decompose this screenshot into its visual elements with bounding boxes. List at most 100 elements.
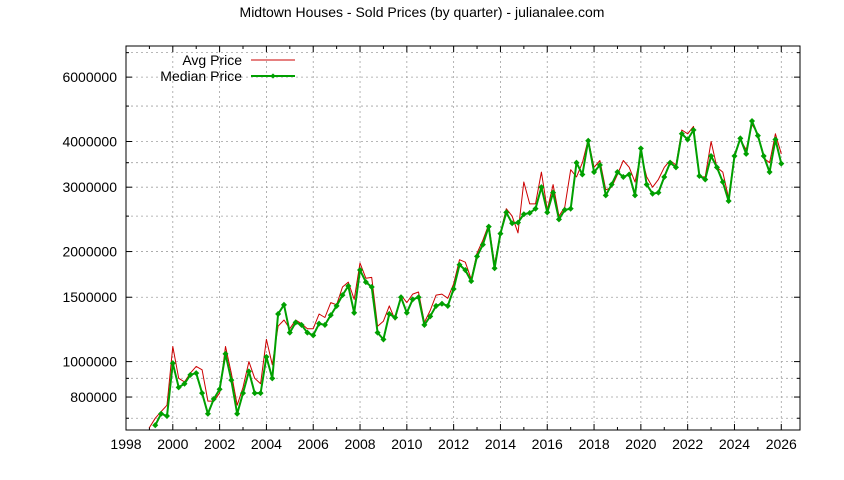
median-price-point xyxy=(251,390,258,397)
median-price-point xyxy=(754,132,761,139)
x-tick-label: 2024 xyxy=(719,436,750,452)
median-price-point xyxy=(339,292,346,299)
median-price-point xyxy=(257,390,264,397)
median-price-point xyxy=(719,178,726,186)
x-tick-label: 2006 xyxy=(298,436,329,452)
median-price-point xyxy=(778,160,785,167)
median-price-point xyxy=(304,329,311,336)
median-price-point xyxy=(421,321,428,328)
median-price-point xyxy=(655,189,662,196)
median-price-point xyxy=(620,173,627,180)
x-tick-label: 2008 xyxy=(344,436,375,452)
median-price-point xyxy=(702,176,709,183)
median-price-point xyxy=(596,161,603,169)
median-price-point xyxy=(520,211,527,218)
legend-label-median-price: Median Price xyxy=(160,68,242,84)
median-price-point xyxy=(321,321,328,328)
median-price-point xyxy=(479,241,486,248)
x-tick-label: 2014 xyxy=(485,436,516,452)
median-price-point xyxy=(614,169,621,176)
median-price-point xyxy=(579,171,586,178)
y-tick-label: 1500000 xyxy=(62,289,117,305)
median-price-point xyxy=(433,302,440,309)
median-price-point xyxy=(538,184,545,191)
median-price-point xyxy=(374,329,381,336)
median-price-point xyxy=(532,205,539,212)
median-price-point xyxy=(509,220,516,227)
median-price-point xyxy=(760,153,767,160)
median-price-point xyxy=(275,310,282,317)
axes: 1998 2000 2002 2004 2006 2008 2010 2012 2014 2016… xyxy=(62,45,801,452)
median-price-point xyxy=(193,370,200,377)
median-price-point xyxy=(608,181,615,188)
median-price-point xyxy=(684,136,691,143)
y-tick-label: 6000000 xyxy=(62,69,117,85)
median-price-point xyxy=(234,410,241,417)
median-price-point xyxy=(766,169,773,176)
median-price-point xyxy=(474,253,481,260)
y-tick-label: 2000000 xyxy=(62,244,117,260)
median-price-point xyxy=(310,332,317,339)
median-price-point xyxy=(602,192,609,199)
median-price-point xyxy=(333,302,340,309)
median-price-point xyxy=(286,329,293,336)
median-price-point xyxy=(462,267,469,274)
median-price-point xyxy=(690,127,697,134)
x-tick-label: 2016 xyxy=(532,436,563,452)
x-tick-label: 1998 xyxy=(110,436,141,452)
legend-label-avg-price: Avg Price xyxy=(182,52,242,68)
median-price-point xyxy=(269,375,276,382)
median-price-point xyxy=(468,278,475,285)
median-price-point xyxy=(362,279,369,286)
median-price-point xyxy=(316,320,323,327)
median-price-point xyxy=(749,118,756,125)
x-tick-label: 2010 xyxy=(391,436,422,452)
median-price-point xyxy=(696,172,703,179)
series xyxy=(148,118,785,429)
median-price-point xyxy=(526,209,533,217)
median-price-point xyxy=(380,336,387,343)
median-price-point xyxy=(708,153,715,160)
x-tick-label: 2002 xyxy=(204,436,235,452)
median-price-point xyxy=(292,319,299,326)
median-price-point xyxy=(731,153,738,160)
x-tick-label: 2020 xyxy=(625,436,656,452)
median-price-point xyxy=(263,353,270,360)
median-price-point xyxy=(210,396,217,403)
median-price-point xyxy=(216,386,223,393)
median-price-point xyxy=(298,321,305,328)
median-price-point xyxy=(667,159,674,166)
median-price-point xyxy=(409,296,416,303)
x-tick-label: 2022 xyxy=(672,436,703,452)
median-price-point xyxy=(649,190,656,197)
median-price-point xyxy=(397,294,405,301)
median-price-point xyxy=(713,164,720,171)
median-price-point xyxy=(345,282,352,290)
y-tick-label: 800000 xyxy=(70,389,117,405)
plot-border xyxy=(125,45,801,431)
median-price-point xyxy=(631,192,639,199)
median-price-point xyxy=(163,412,170,420)
median-price-point xyxy=(485,223,492,230)
median-price-point xyxy=(158,410,165,417)
median-price-point xyxy=(637,145,644,152)
median-price-point xyxy=(239,390,247,397)
median-price-point xyxy=(491,265,498,272)
median-price-point xyxy=(567,205,574,212)
median-price-point xyxy=(438,300,445,307)
median-price-point xyxy=(456,261,463,268)
median-price-point xyxy=(152,422,159,429)
x-tick-label: 2012 xyxy=(438,436,469,452)
median-price-point xyxy=(591,169,598,176)
median-price-point xyxy=(357,267,364,274)
median-price-point xyxy=(415,294,422,301)
median-price-point xyxy=(772,136,779,143)
median-price-point xyxy=(327,312,334,319)
median-price-point xyxy=(737,135,744,142)
median-price-point xyxy=(503,209,510,216)
median-price-point xyxy=(444,302,451,309)
median-price-point xyxy=(228,377,235,384)
median-price-point xyxy=(643,181,650,188)
median-price-point xyxy=(392,314,399,321)
median-price-point xyxy=(573,159,580,166)
